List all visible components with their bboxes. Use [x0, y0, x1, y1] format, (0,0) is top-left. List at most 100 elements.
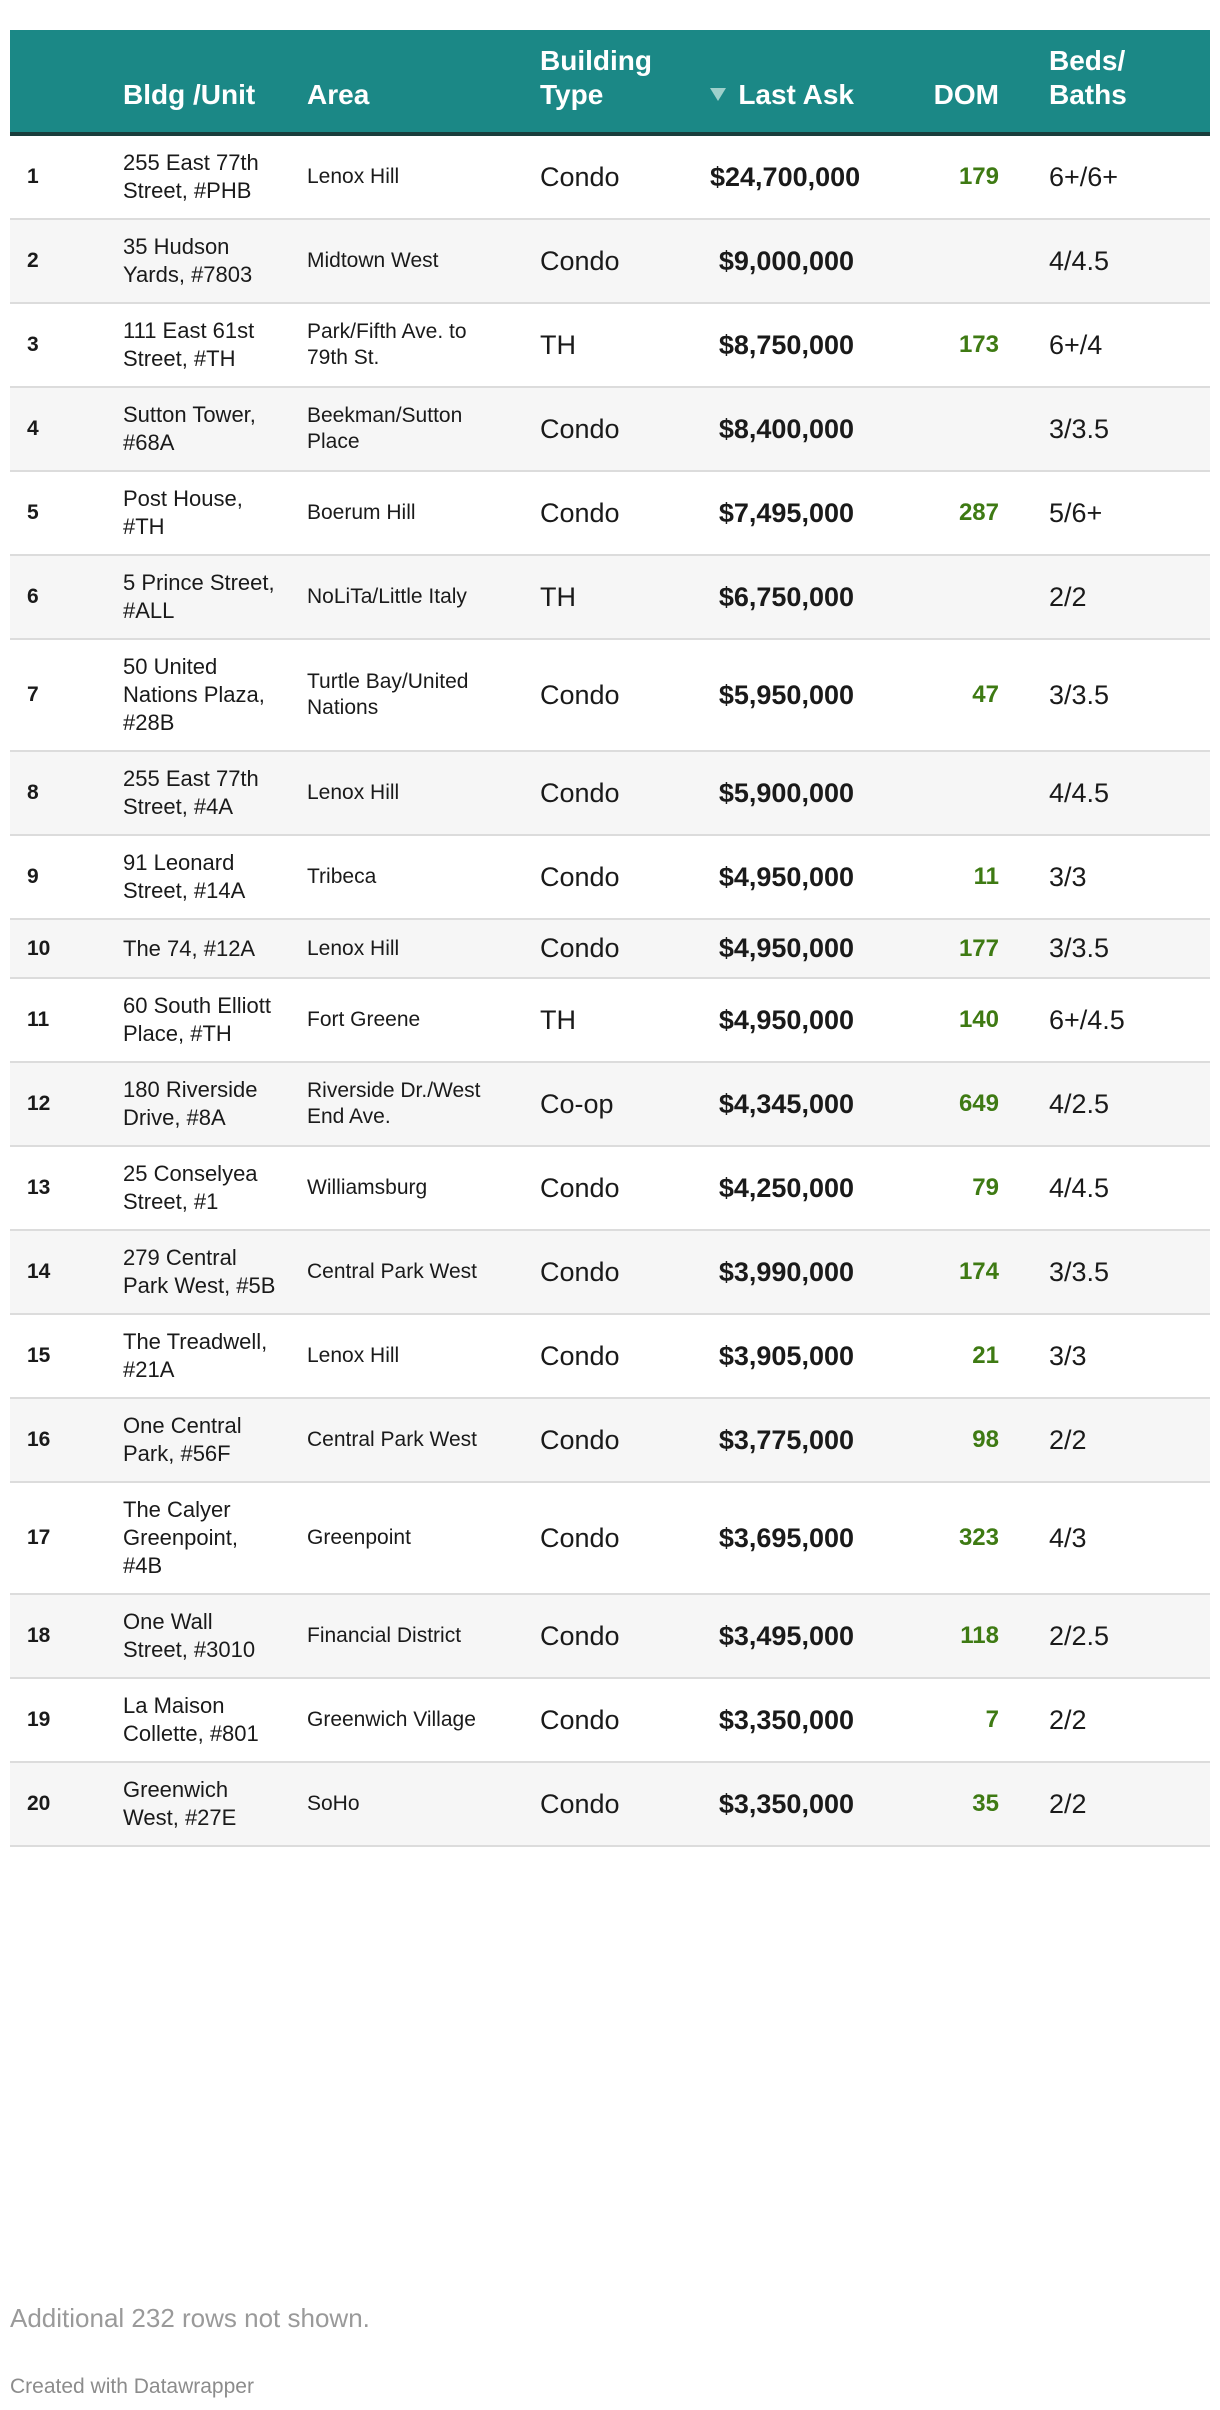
header-bldg-unit[interactable]: Bldg /Unit [113, 30, 297, 136]
clipped-column-cell [1166, 387, 1210, 471]
building-type-cell: Condo [540, 679, 620, 710]
header-dom[interactable]: DOM [884, 30, 1019, 136]
beds-baths-cell: 3/3.5 [1049, 413, 1110, 444]
beds-baths-cell: 3/3.5 [1049, 933, 1110, 963]
clipped-column-cell [1166, 471, 1210, 555]
table-header: Bldg /Unit Area Building Type Last Ask D… [10, 30, 1210, 136]
building-type-cell: Condo [540, 1704, 620, 1735]
rank-cell: 1 [27, 165, 39, 188]
table-row: 13 25 Conselyea Street, #1 Williamsburg Con… [10, 1146, 1210, 1230]
last-ask-cell: $5,900,000 [718, 777, 854, 808]
rank-cell: 8 [27, 781, 39, 804]
beds-baths-cell: 3/3.5 [1049, 1256, 1110, 1287]
dom-cell: 173 [958, 331, 999, 358]
rank-cell: 11 [27, 1008, 50, 1031]
header-last-ask[interactable]: Last Ask [700, 30, 884, 136]
building-type-cell: Condo [540, 497, 620, 528]
clipped-column-cell [1166, 1062, 1210, 1146]
area-cell: Central Park West [307, 1260, 477, 1283]
building-type-cell: Condo [540, 1620, 620, 1651]
rank-cell: 3 [27, 333, 39, 356]
rank-cell: 20 [27, 1792, 51, 1815]
building-type-cell: Condo [540, 1256, 620, 1287]
clipped-column-cell [1166, 1594, 1210, 1678]
clipped-column-cell [1166, 639, 1210, 751]
rank-cell: 7 [27, 683, 39, 706]
last-ask-cell: $3,495,000 [718, 1620, 854, 1651]
last-ask-cell: $6,750,000 [718, 581, 854, 612]
last-ask-cell: $4,950,000 [718, 1004, 854, 1035]
dom-cell: 649 [958, 1090, 999, 1117]
dom-cell: 177 [958, 934, 999, 962]
table-row: 8 255 East 77th Street, #4A Lenox Hill Cond… [10, 751, 1210, 835]
clipped-column-cell [1166, 134, 1210, 219]
dom-cell [884, 555, 1019, 639]
building-type-cell: Condo [540, 1424, 620, 1455]
area-cell: Boerum Hill [307, 501, 416, 524]
rank-cell: 18 [27, 1624, 51, 1647]
rank-cell: 13 [27, 1176, 51, 1199]
clipped-column-cell [1166, 835, 1210, 919]
area-cell: Central Park West [307, 1428, 477, 1451]
building-type-cell: Condo [540, 861, 620, 892]
bldg-unit-cell: 255 East 77th Street, #PHB [123, 150, 259, 203]
header-area[interactable]: Area [297, 30, 530, 136]
table-row: 20 Greenwich West, #27E SoHo Condo $3,350,00… [10, 1762, 1210, 1846]
beds-baths-cell: 6+/4.5 [1049, 1004, 1125, 1035]
beds-baths-cell: 6+/6+ [1049, 161, 1119, 192]
dom-cell: 179 [958, 163, 999, 190]
last-ask-cell: $4,250,000 [718, 1172, 854, 1203]
area-cell: Lenox Hill [307, 1344, 400, 1367]
bldg-unit-cell: The 74, #12A [123, 935, 256, 961]
rank-cell: 19 [27, 1708, 51, 1731]
dom-cell: 11 [973, 863, 999, 890]
bldg-unit-cell: 279 Central Park West, #5B [123, 1245, 276, 1298]
beds-baths-cell: 2/2 [1049, 1704, 1087, 1735]
table-row: 12 180 Riverside Drive, #8A Riverside Dr./… [10, 1062, 1210, 1146]
area-cell: Lenox Hill [307, 781, 400, 804]
beds-baths-cell: 2/2.5 [1049, 1620, 1110, 1651]
area-cell: Riverside Dr./West End Ave. [307, 1079, 481, 1128]
last-ask-cell: $3,990,000 [718, 1256, 854, 1287]
building-type-cell: Condo [540, 245, 620, 276]
dom-cell [884, 387, 1019, 471]
area-cell: Williamsburg [307, 1176, 428, 1199]
last-ask-cell: $8,400,000 [718, 413, 854, 444]
beds-baths-cell: 2/2 [1049, 1788, 1087, 1819]
clipped-column-cell [1166, 303, 1210, 387]
rank-cell: 17 [27, 1526, 51, 1549]
building-type-cell: Condo [540, 1172, 620, 1203]
building-type-cell: Condo [540, 933, 620, 963]
area-cell: Tribeca [307, 865, 377, 888]
rank-cell: 5 [27, 501, 39, 524]
beds-baths-cell: 4/4.5 [1049, 245, 1110, 276]
table-row: 15 The Treadwell, #21A Lenox Hill Condo $3,9… [10, 1314, 1210, 1398]
table-row: 6 5 Prince Street, #ALL NoLiTa/Little Ital… [10, 555, 1210, 639]
bldg-unit-cell: 35 Hudson Yards, #7803 [123, 234, 253, 287]
area-cell: Midtown West [307, 249, 439, 272]
area-cell: NoLiTa/Little Italy [307, 585, 467, 608]
rank-cell: 10 [27, 936, 51, 960]
last-ask-cell: $7,495,000 [718, 497, 854, 528]
bldg-unit-cell: One Central Park, #56F [123, 1413, 242, 1466]
bldg-unit-cell: Sutton Tower, #68A [123, 402, 256, 455]
beds-baths-cell: 5/6+ [1049, 497, 1103, 528]
last-ask-cell: $4,950,000 [718, 933, 854, 963]
beds-baths-cell: 3/3.5 [1049, 679, 1110, 710]
building-type-cell: TH [540, 581, 576, 612]
header-beds-baths-label: Beds/ Baths [1049, 45, 1127, 110]
building-type-cell: Condo [540, 777, 620, 808]
rank-cell: 4 [27, 417, 39, 440]
header-area-label: Area [307, 79, 370, 110]
table-row: 4 Sutton Tower, #68A Beekman/Sutton Place C… [10, 387, 1210, 471]
clipped-column-cell [1166, 751, 1210, 835]
beds-baths-cell: 4/4.5 [1049, 777, 1110, 808]
beds-baths-cell: 3/3 [1049, 1340, 1087, 1371]
header-beds-baths[interactable]: Beds/ Baths [1019, 30, 1166, 136]
last-ask-cell: $3,905,000 [718, 1340, 854, 1371]
dom-cell: 47 [972, 681, 999, 708]
area-cell: Lenox Hill [307, 165, 400, 188]
beds-baths-cell: 2/2 [1049, 581, 1087, 612]
header-row: Bldg /Unit Area Building Type Last Ask D… [10, 30, 1210, 136]
header-building-type[interactable]: Building Type [530, 30, 700, 136]
